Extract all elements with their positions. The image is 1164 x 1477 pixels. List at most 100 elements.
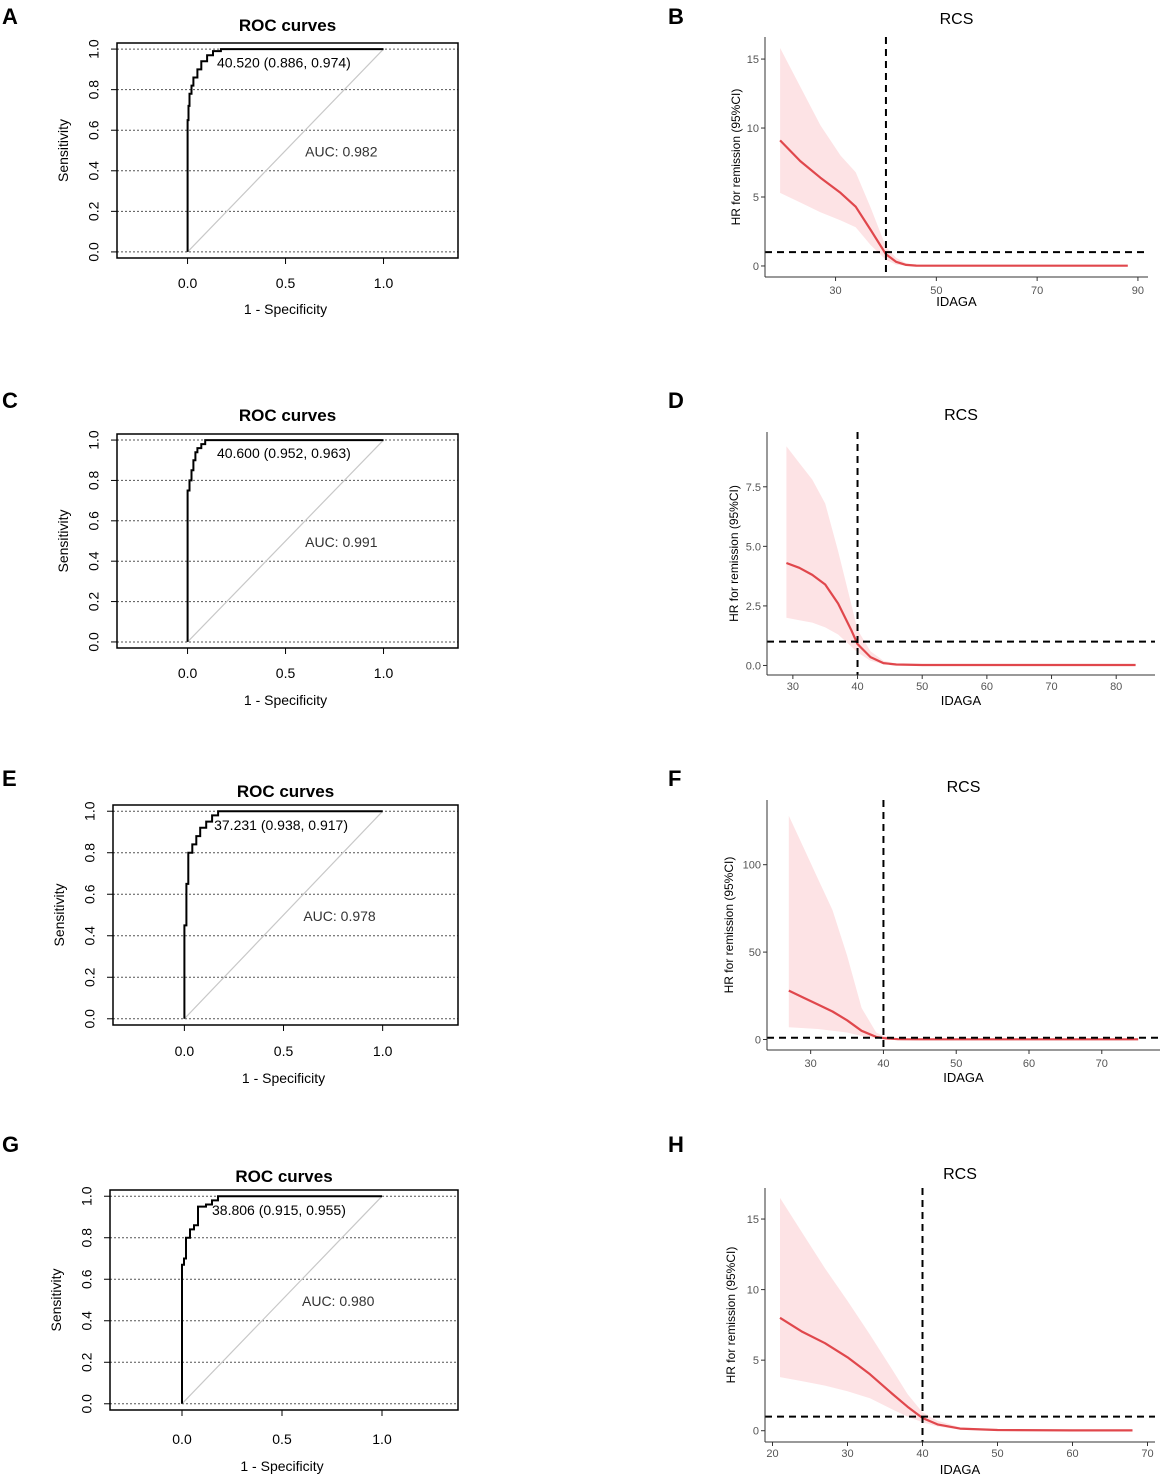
y-axis-label: HR for remission (95%CI) — [724, 1247, 738, 1384]
auc-annotation: AUC: 0.991 — [305, 534, 378, 550]
x-tick-label: 70 — [1045, 681, 1057, 693]
x-tick-label: 80 — [1110, 681, 1122, 693]
x-tick-label: 60 — [1023, 1058, 1035, 1070]
x-tick-label: 70 — [1141, 1448, 1153, 1460]
x-axis-label: 1 - Specificity — [240, 1458, 323, 1474]
confidence-band — [780, 48, 1128, 266]
hr-curve — [786, 561, 1136, 667]
plot-frame — [112, 804, 459, 1026]
panel-letter-g: G — [2, 1132, 20, 1157]
hr-curve — [779, 139, 1128, 267]
auc-annotation: AUC: 0.980 — [302, 1293, 375, 1309]
y-tick-label: 0.8 — [82, 843, 98, 863]
y-tick-label: 0.4 — [82, 926, 98, 946]
y-tick-label: 1.0 — [82, 801, 98, 821]
x-tick-label: 30 — [829, 285, 841, 297]
x-tick-label: 1.0 — [374, 665, 394, 681]
chart-title: ROC curves — [237, 782, 334, 801]
confidence-band — [780, 1197, 1133, 1431]
y-tick-label: 0.8 — [86, 80, 102, 100]
x-tick-label: 0.5 — [274, 1043, 294, 1059]
cutoff-annotation: 40.520 (0.886, 0.974) — [217, 54, 351, 70]
diagonal-reference-line — [187, 48, 384, 253]
x-axis-label: IDAGA — [943, 1070, 984, 1085]
y-tick-label: 0.2 — [86, 592, 102, 612]
y-tick-label: 0.6 — [79, 1269, 95, 1289]
chart-a: ROC curves 0.0 0.2 0.4 0.6 0.8 1.0 0.0 0.5 1.0 1 -… — [55, 16, 459, 317]
plot-frame — [109, 1189, 459, 1411]
y-tick-label: 0.4 — [86, 161, 102, 181]
cutoff-annotation: 37.231 (0.938, 0.917) — [214, 817, 348, 833]
x-tick-label: 0.0 — [172, 1431, 192, 1447]
diagonal-reference-line — [183, 810, 384, 1020]
x-tick-label: 60 — [981, 681, 993, 693]
diagonal-reference-line — [187, 439, 384, 643]
y-tick-label: 1.0 — [86, 430, 102, 450]
x-axis-label: IDAGA — [940, 1462, 981, 1477]
y-tick-label: 0 — [755, 1035, 761, 1047]
chart-title: ROC curves — [239, 406, 336, 425]
chart-title: RCS — [944, 407, 978, 424]
panel-letter-a: A — [2, 4, 18, 29]
cutoff-annotation: 40.600 (0.952, 0.963) — [217, 445, 351, 461]
x-tick-label: 0.5 — [272, 1431, 292, 1447]
x-axis-label: 1 - Specificity — [244, 301, 327, 317]
y-axis-label: HR for remission (95%CI) — [722, 857, 736, 994]
x-tick-label: 70 — [1096, 1058, 1108, 1070]
x-tick-label: 1.0 — [374, 275, 394, 291]
x-tick-label: 1.0 — [373, 1043, 393, 1059]
roc-curve — [183, 810, 383, 1019]
y-axis-label: HR for remission (95%CI) — [727, 485, 741, 622]
y-tick-label: 0.4 — [79, 1311, 95, 1331]
chart-title: ROC curves — [235, 1167, 332, 1186]
chart-title: RCS — [943, 1166, 977, 1183]
y-tick-label: 1.0 — [79, 1186, 95, 1206]
y-tick-label: 0 — [753, 1426, 759, 1438]
y-tick-label: 7.5 — [746, 482, 761, 494]
y-tick-label: 15 — [747, 54, 759, 66]
y-tick-label: 2.5 — [746, 601, 761, 613]
x-tick-label: 0.0 — [178, 665, 198, 681]
diagonal-reference-line — [181, 1195, 383, 1405]
y-axis-label: HR for remission (95%CI) — [729, 89, 743, 226]
y-tick-label: 0.8 — [79, 1228, 95, 1248]
x-tick-label: 40 — [877, 1058, 889, 1070]
y-tick-label: 0.2 — [79, 1352, 95, 1372]
chart-c: ROC curves 0.0 0.2 0.4 0.6 0.8 1.0 0.0 0.5 1.0 1 -… — [55, 406, 459, 708]
x-tick-label: 30 — [805, 1058, 817, 1070]
x-tick-label: 50 — [916, 681, 928, 693]
chart-title: RCS — [947, 779, 981, 796]
y-tick-label: 5 — [753, 192, 759, 204]
panel-letter-f: F — [668, 766, 682, 791]
confidence-band — [786, 446, 1136, 666]
panel-letter-e: E — [2, 766, 17, 791]
x-tick-label: 50 — [991, 1448, 1003, 1460]
y-tick-label: 5.0 — [746, 541, 761, 553]
y-tick-label: 0.0 — [86, 242, 102, 262]
x-tick-label: 40 — [851, 681, 863, 693]
y-axis-label: Sensitivity — [55, 119, 71, 182]
x-tick-label: 90 — [1132, 285, 1144, 297]
auc-annotation: AUC: 0.978 — [303, 908, 376, 924]
x-tick-label: 60 — [1066, 1448, 1078, 1460]
y-tick-label: 0.6 — [82, 884, 98, 904]
y-tick-label: 0.6 — [86, 120, 102, 140]
x-tick-label: 30 — [841, 1448, 853, 1460]
panel-letter-d: D — [668, 388, 684, 413]
roc-curve — [181, 1195, 382, 1404]
x-tick-label: 0.5 — [276, 665, 296, 681]
y-tick-label: 0.8 — [86, 470, 102, 490]
x-tick-label: 1.0 — [372, 1431, 392, 1447]
x-tick-label: 70 — [1031, 285, 1043, 297]
y-tick-label: 0.4 — [86, 551, 102, 571]
panel-letter-c: C — [2, 388, 18, 413]
chart-g: ROC curves 0.0 0.2 0.4 0.6 0.8 1.0 0.0 0.5 1.0 1 -… — [48, 1167, 459, 1474]
x-tick-label: 0.0 — [175, 1043, 195, 1059]
y-tick-label: 10 — [747, 123, 759, 135]
panel-letter-h: H — [668, 1132, 684, 1157]
y-tick-label: 0.2 — [82, 967, 98, 987]
y-tick-label: 0.2 — [86, 201, 102, 221]
plot-frame — [116, 42, 459, 259]
